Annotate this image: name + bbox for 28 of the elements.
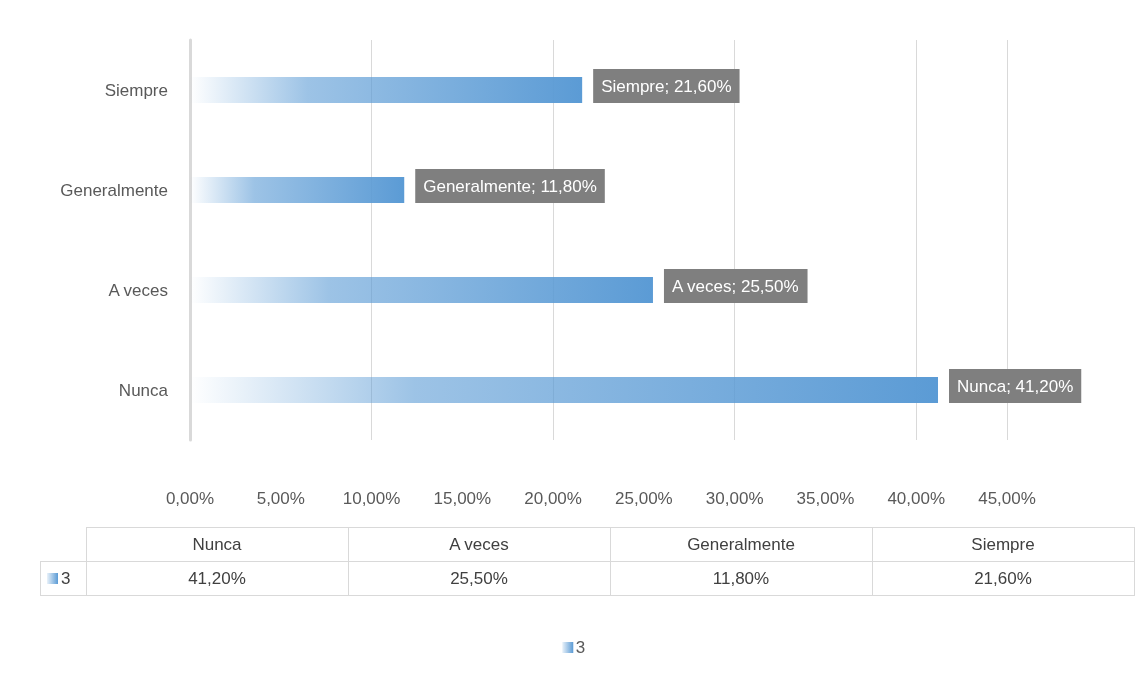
- text: 21,60%: [872, 561, 1134, 596]
- data-label: Siempre; 21,60%: [601, 76, 732, 96]
- y-tick-label: A veces: [108, 280, 168, 300]
- legend-label: 3: [40, 561, 86, 596]
- data-label: Generalmente; 11,80%: [423, 176, 597, 196]
- text: 11,80%: [610, 561, 872, 596]
- data-label: Nunca; 41,20%: [957, 376, 1074, 396]
- y-tick-label: Siempre: [104, 80, 168, 100]
- y-tick-label: Generalmente: [60, 180, 168, 200]
- text: 25,50%: [348, 561, 610, 596]
- x-tick-label: 10,00%: [342, 489, 401, 508]
- x-tick-label: 5,00%: [256, 489, 305, 508]
- text: 41,20%: [86, 561, 348, 596]
- x-tick-label: 15,00%: [433, 489, 492, 508]
- text: 3: [575, 638, 586, 657]
- x-tick-label: 35,00%: [796, 489, 855, 508]
- category-label: A veces: [449, 534, 509, 554]
- x-tick-label: 20,00%: [524, 489, 582, 508]
- data-label: A veces; 25,50%: [671, 276, 799, 296]
- x-tick-label: 25,00%: [615, 489, 673, 508]
- x-tick-label: 40,00%: [887, 489, 946, 508]
- category-label: Siempre: [971, 534, 1035, 554]
- x-tick-label: 45,00%: [978, 489, 1036, 508]
- y-tick-label: Nunca: [118, 380, 169, 400]
- x-tick-label: 0,00%: [165, 489, 215, 508]
- category-label: Generalmente: [687, 534, 795, 554]
- category-label: Nunca: [192, 534, 242, 554]
- x-tick-label: 30,00%: [705, 489, 764, 508]
